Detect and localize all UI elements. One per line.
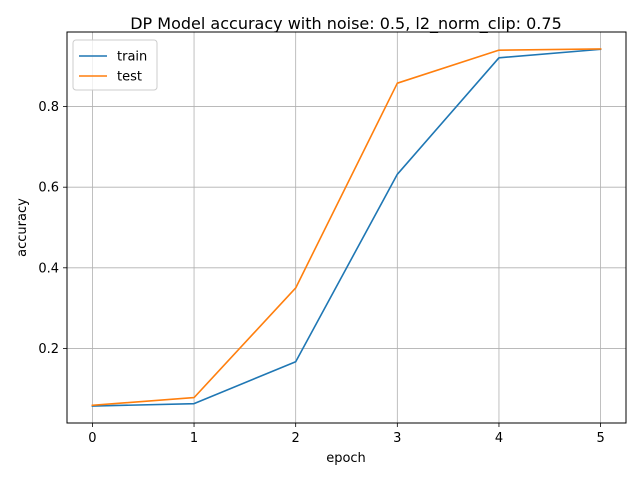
x-tick-label-0: 0 — [88, 431, 96, 446]
series-line-train — [91, 48, 602, 407]
chart-title: DP Model accuracy with noise: 0.5, l2_no… — [130, 14, 562, 34]
x-tick-label-4: 4 — [495, 431, 503, 446]
y-axis-ticks: 0.2 0.4 0.6 0.8 — [38, 100, 67, 357]
series-line-test — [91, 48, 602, 407]
legend-box — [72, 39, 158, 91]
y-tick-label-2: 0.6 — [38, 181, 59, 196]
x-axis-ticks: 0 1 2 3 4 5 — [88, 423, 605, 446]
y-tick-label-3: 0.8 — [38, 100, 59, 115]
y-tick-label-0: 0.2 — [38, 342, 59, 357]
y-tick-label-1: 0.4 — [38, 261, 59, 276]
legend-label-train: train — [117, 50, 147, 65]
x-tick-label-5: 5 — [596, 431, 604, 446]
x-axis-label: epoch — [326, 451, 366, 466]
y-axis-label: accuracy — [15, 198, 30, 257]
x-tick-label-2: 2 — [292, 431, 300, 446]
grid-lines — [67, 32, 626, 423]
legend-label-test: test — [117, 70, 142, 85]
x-tick-label-1: 1 — [190, 431, 198, 446]
plot-frame — [66, 31, 627, 424]
legend: train test — [72, 39, 158, 91]
x-tick-label-3: 3 — [393, 431, 401, 446]
series-lines — [91, 48, 602, 407]
